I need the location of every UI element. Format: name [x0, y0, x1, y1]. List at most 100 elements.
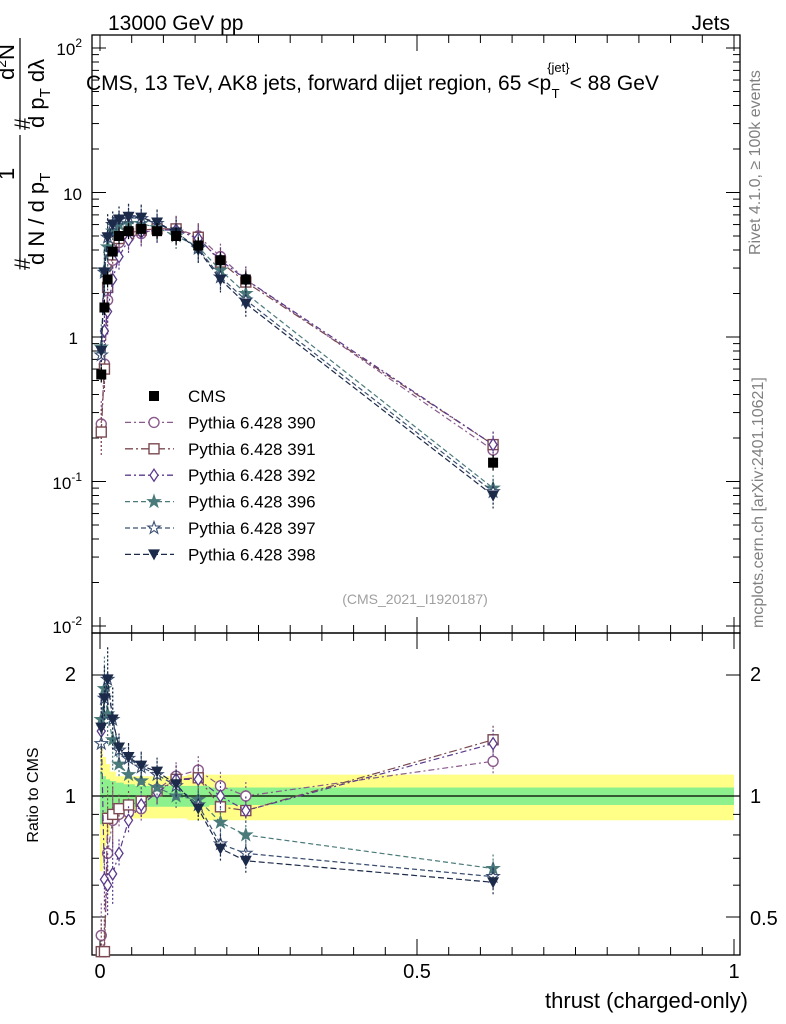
legend-entry-5: Pythia 6.428 397	[125, 519, 316, 538]
legend-marker	[148, 443, 160, 455]
ratio-series-marker	[488, 736, 498, 751]
data-point	[114, 230, 125, 241]
ytick-label-1e-1: 10-1	[52, 470, 82, 493]
ratio-series-marker	[113, 802, 125, 815]
ratio-series-marker	[215, 788, 226, 804]
ratio-series-marker	[136, 797, 146, 813]
legend-marker	[146, 493, 162, 509]
series-marker	[214, 274, 227, 286]
ratio-series-marker	[239, 855, 252, 867]
total-uncertainty-band	[100, 743, 734, 872]
ratio-ytick-label-2: 2	[65, 664, 76, 686]
ratio-series-marker	[122, 752, 135, 764]
ratio-series-2	[96, 699, 498, 918]
y-label-d2n: d2N	[0, 44, 19, 80]
legend-entry-2: Pythia 6.428 391	[125, 440, 316, 459]
ytick-base: 10	[52, 618, 71, 637]
ratio-series-marker	[104, 731, 121, 747]
ratio-ytick-label-0.5: 0.5	[48, 908, 76, 930]
legend-marker	[148, 549, 160, 561]
ratio-series-marker	[93, 735, 109, 751]
legend-label: Pythia 6.428 398	[188, 545, 316, 564]
ratio-series-marker	[212, 814, 229, 829]
ratio-series-marker	[98, 693, 111, 705]
stat-uncertainty-band	[100, 771, 734, 825]
legend-entry-1: Pythia 6.428 390	[125, 413, 316, 432]
ratio-series-marker	[123, 813, 134, 828]
ytick-base: 10	[52, 474, 71, 493]
legend-entry-3: Pythia 6.428 392	[125, 466, 316, 485]
data-point	[488, 457, 499, 468]
title-subscript: T	[552, 86, 560, 101]
series-4	[93, 204, 501, 505]
xtick-label-1: 1	[728, 961, 739, 983]
xtick-label-0.5: 0.5	[403, 961, 431, 983]
ratio-series-marker	[111, 755, 127, 771]
data-point	[171, 230, 182, 241]
ratio-series-marker	[107, 866, 118, 882]
series-marker	[113, 214, 126, 226]
series-marker	[106, 219, 119, 231]
series-marker	[239, 298, 252, 310]
ratio-series-marker	[149, 779, 165, 795]
ratio-series-marker	[193, 772, 204, 787]
ratio-series-marker	[241, 803, 251, 818]
series-marker	[122, 211, 135, 223]
y-label-dndpt: d N / d pT	[24, 173, 54, 265]
data-point	[215, 255, 226, 266]
ratio-series-5	[95, 647, 500, 897]
ratio-series-marker	[95, 722, 108, 734]
ratio-series-marker	[114, 846, 124, 861]
ratio-series-marker	[240, 790, 252, 802]
legend-marker	[149, 391, 159, 401]
ratio-series-marker	[487, 877, 500, 889]
ratio-series-marker	[113, 742, 126, 754]
legend-label: Pythia 6.428 396	[188, 493, 316, 512]
legend-label: Pythia 6.428 391	[188, 440, 316, 459]
series-marker	[98, 267, 111, 279]
ratio-y-axis-label: Ratio to CMS	[25, 747, 42, 842]
ytick-exp: -2	[71, 614, 82, 628]
ratio-series-marker	[214, 843, 227, 855]
ratio-series-marker	[135, 760, 148, 772]
energy-label: 13000 GeV pp	[108, 12, 243, 35]
analysis-tag: (CMS_2021_I1920187)	[342, 591, 488, 607]
series-5	[95, 203, 500, 509]
ratio-series-marker	[238, 826, 254, 842]
ratio-series-marker	[487, 755, 499, 767]
legend-label: Pythia 6.428 392	[188, 466, 316, 485]
series-marker	[95, 426, 107, 438]
ratio-series-marker	[133, 772, 149, 788]
ratio-series-marker	[101, 674, 114, 686]
title-main: CMS, 13 TeV, AK8 jets, forward dijet reg…	[86, 72, 551, 95]
rivet-version-label: Rivet 4.1.0, ≥ 100k events	[747, 70, 764, 255]
ytick-exp: 2	[75, 36, 82, 50]
ytick-label-100: 102	[56, 36, 82, 59]
legend: CMS Pythia 6.428 390 Pythia 6.428 391 Pythi…	[125, 387, 316, 564]
legend-marker	[149, 468, 159, 483]
ratio-series-marker	[122, 799, 135, 811]
ytick-label-1: 1	[69, 329, 78, 348]
series-marker	[487, 490, 500, 502]
title-superscript: {jet}	[547, 60, 570, 75]
data-point	[123, 226, 134, 237]
legend-label: Pythia 6.428 397	[188, 519, 316, 538]
data-point	[193, 240, 204, 251]
ratio-plot-area	[93, 647, 501, 958]
legend-marker	[148, 416, 160, 429]
series-marker	[123, 232, 134, 248]
main-plot-area	[93, 203, 501, 509]
legend-label: CMS	[188, 387, 226, 406]
y-label-hash: #	[10, 257, 35, 270]
data-point	[136, 223, 147, 234]
data-point	[102, 274, 113, 285]
ratio-series-marker	[120, 766, 137, 782]
series-marker	[95, 346, 108, 358]
mcplots-site-label: mcplots.cern.ch [arXiv:2401.10621]	[750, 377, 767, 628]
ytick-base: 10	[56, 40, 75, 59]
ratio-ytick-label-right-1: 1	[750, 786, 761, 808]
ratio-series-marker	[106, 808, 119, 821]
ratio-ytick-label-right-2: 2	[750, 664, 761, 686]
legend-entry-6: Pythia 6.428 398	[125, 545, 316, 564]
